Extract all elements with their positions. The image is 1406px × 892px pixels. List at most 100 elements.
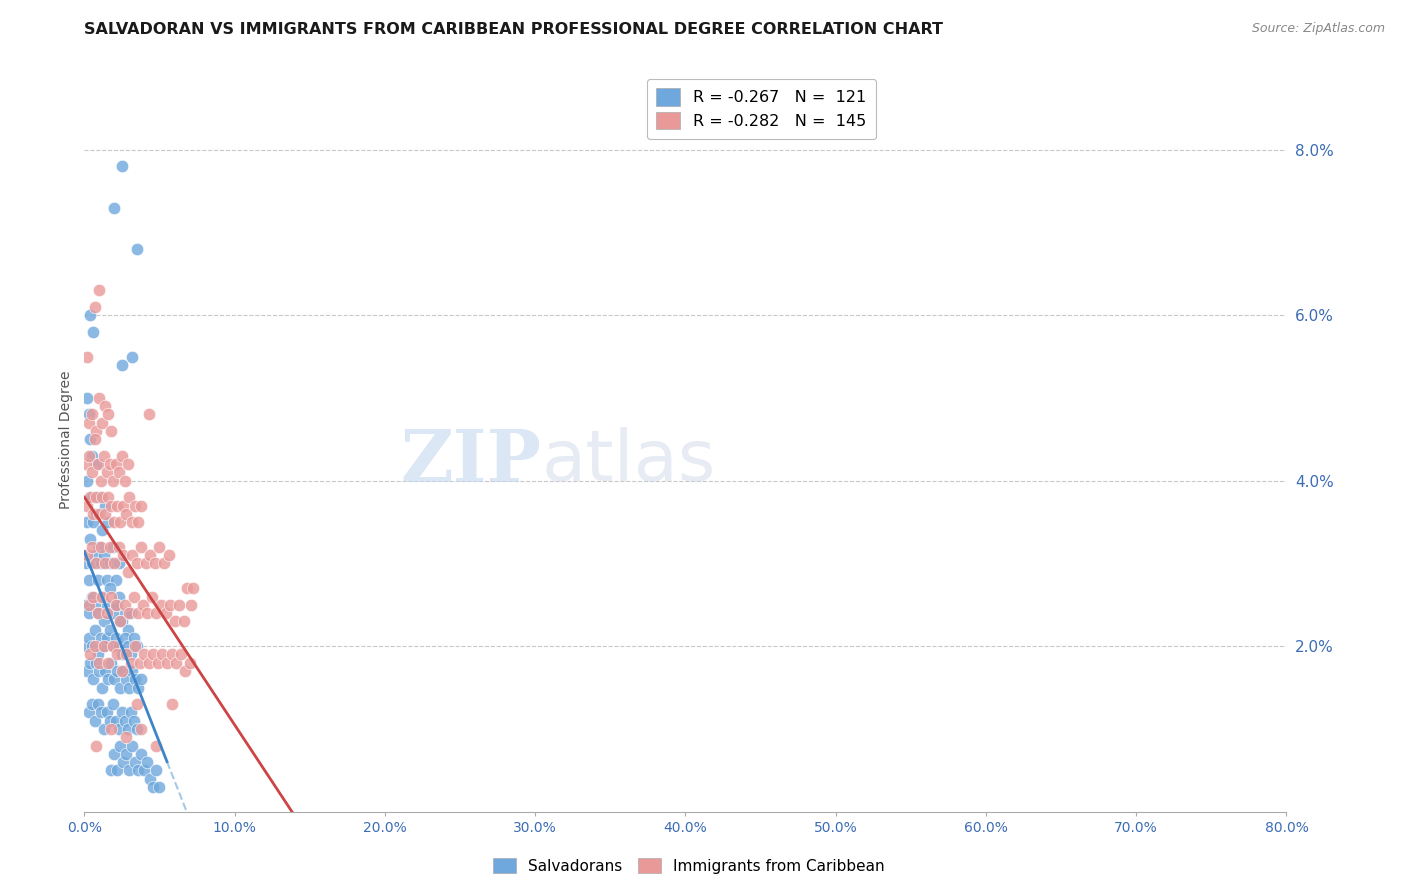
Point [101,474,124,488]
Point [86,490,108,504]
Point [118,490,141,504]
Point [96,706,118,720]
Point [111,358,134,372]
Point [124,755,146,769]
Point [79,490,101,504]
Point [94,664,117,678]
Point [96,466,118,480]
Point [97,515,120,529]
Point [142,780,165,794]
Point [104,598,127,612]
Point [127,606,149,620]
Point [76,515,98,529]
Point [87,606,110,620]
Point [79,532,101,546]
Point [115,747,138,761]
Point [96,606,118,620]
Point [121,515,143,529]
Point [145,606,167,620]
Point [160,697,183,711]
Point [115,730,138,744]
Point [139,772,162,786]
Point [152,648,174,662]
Point [80,639,103,653]
Point [77,598,100,612]
Point [91,490,114,504]
Point [98,582,121,596]
Point [107,764,129,778]
Point [121,350,143,364]
Point [80,449,103,463]
Point [121,739,143,753]
Point [83,639,105,653]
Point [114,606,136,620]
Point [89,540,111,554]
Point [103,515,125,529]
Point [86,507,108,521]
Point [124,639,146,653]
Point [110,681,132,695]
Point [110,515,132,529]
Point [107,499,129,513]
Point [90,474,112,488]
Point [90,631,112,645]
Point [101,540,124,554]
Point [83,623,105,637]
Point [79,648,101,662]
Point [94,557,117,571]
Point [131,722,153,736]
Point [118,764,141,778]
Legend: Salvadorans, Immigrants from Caribbean: Salvadorans, Immigrants from Caribbean [486,852,891,880]
Point [79,433,101,447]
Point [157,548,180,562]
Point [86,424,108,438]
Point [136,606,159,620]
Point [76,548,98,562]
Point [124,499,146,513]
Point [100,590,122,604]
Point [86,557,108,571]
Point [143,557,166,571]
Point [91,590,114,604]
Point [93,615,115,629]
Point [104,573,127,587]
Point [90,590,112,604]
Point [111,159,134,173]
Point [111,648,134,662]
Point [97,490,120,504]
Point [138,408,160,422]
Point [94,499,117,513]
Point [108,557,131,571]
Point [75,457,97,471]
Point [111,615,134,629]
Point [120,656,142,670]
Point [77,408,100,422]
Point [98,714,121,728]
Point [76,350,98,364]
Point [112,664,135,678]
Point [80,466,103,480]
Point [134,764,156,778]
Point [114,631,136,645]
Point [80,540,103,554]
Point [87,697,110,711]
Point [129,656,152,670]
Point [76,664,98,678]
Point [90,706,112,720]
Point [104,631,127,645]
Text: atlas: atlas [541,427,716,496]
Point [76,499,98,513]
Point [127,764,149,778]
Point [77,606,100,620]
Point [174,664,197,678]
Point [82,673,104,687]
Point [101,639,124,653]
Point [89,656,111,670]
Point [146,656,169,670]
Point [156,656,179,670]
Y-axis label: Professional Degree: Professional Degree [59,370,73,508]
Point [117,722,139,736]
Point [110,739,132,753]
Point [141,590,163,604]
Point [104,598,127,612]
